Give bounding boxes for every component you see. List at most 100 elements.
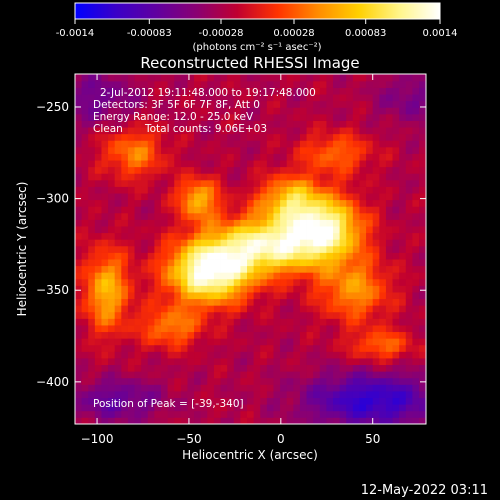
heatmap-cell	[240, 292, 248, 300]
heatmap-cell	[359, 133, 367, 141]
heatmap-cell	[299, 384, 307, 392]
heatmap-cell	[293, 364, 301, 372]
heatmap-cell	[399, 193, 407, 201]
heatmap-cell	[385, 397, 393, 405]
heatmap-cell	[253, 325, 261, 333]
heatmap-cell	[141, 265, 149, 273]
heatmap-cell	[299, 305, 307, 313]
heatmap-cell	[319, 245, 327, 253]
heatmap-cell	[359, 272, 367, 280]
heatmap-cell	[419, 410, 426, 418]
heatmap-cell	[366, 377, 374, 385]
heatmap-cell	[94, 226, 102, 234]
heatmap-cell	[240, 265, 248, 273]
heatmap-cell	[161, 133, 169, 141]
heatmap-cell	[333, 120, 341, 128]
heatmap-cell	[352, 318, 360, 326]
heatmap-cell	[399, 265, 407, 273]
heatmap-cell	[247, 404, 255, 412]
heatmap-cell	[313, 107, 321, 115]
heatmap-cell	[392, 278, 400, 286]
heatmap-cell	[359, 146, 367, 154]
heatmap-cell	[266, 87, 274, 95]
heatmap-cell	[313, 245, 321, 253]
heatmap-cell	[141, 120, 149, 128]
heatmap-cell	[213, 344, 221, 352]
heatmap-cell	[339, 166, 347, 174]
heatmap-cell	[167, 113, 175, 121]
heatmap-cell	[101, 140, 109, 148]
heatmap-cell	[207, 252, 215, 260]
heatmap-cell	[161, 94, 169, 102]
heatmap-cell	[352, 100, 360, 108]
heatmap-cell	[207, 113, 215, 121]
heatmap-cell	[266, 219, 274, 227]
heatmap-cell	[94, 74, 102, 82]
heatmap-cell	[167, 278, 175, 286]
heatmap-cell	[379, 410, 387, 418]
heatmap-cell	[121, 206, 129, 214]
heatmap-cell	[154, 417, 162, 424]
heatmap-cell	[247, 285, 255, 293]
heatmap-cell	[260, 384, 268, 392]
heatmap-cell	[233, 160, 241, 168]
heatmap-cell	[293, 193, 301, 201]
heatmap-cell	[372, 212, 380, 220]
heatmap-cell	[147, 219, 155, 227]
x-tick-label: 50	[365, 432, 380, 446]
heatmap-cell	[385, 358, 393, 366]
heatmap-cell	[306, 74, 314, 82]
heatmap-cell	[154, 120, 162, 128]
heatmap-cell	[392, 212, 400, 220]
heatmap-cell	[194, 292, 202, 300]
heatmap-cell	[352, 298, 360, 306]
heatmap-cell	[359, 278, 367, 286]
heatmap-cell	[81, 351, 89, 359]
heatmap-cell	[280, 74, 288, 82]
heatmap-cell	[412, 391, 420, 399]
heatmap-cell	[306, 351, 314, 359]
heatmap-cell	[220, 239, 228, 247]
heatmap-cell	[352, 417, 360, 424]
heatmap-cell	[247, 344, 255, 352]
heatmap-cell	[180, 358, 188, 366]
heatmap-cell	[187, 417, 195, 424]
heatmap-cell	[108, 331, 116, 339]
heatmap-cell	[134, 186, 142, 194]
heatmap-cell	[326, 146, 334, 154]
heatmap-cell	[94, 417, 102, 424]
heatmap-cell	[299, 397, 307, 405]
heatmap-cell	[247, 80, 255, 88]
heatmap-cell	[81, 358, 89, 366]
heatmap-cell	[134, 140, 142, 148]
heatmap-cell	[392, 344, 400, 352]
heatmap-cell	[240, 87, 248, 95]
heatmap-cell	[101, 166, 109, 174]
heatmap-cell	[108, 113, 116, 121]
heatmap-cell	[412, 325, 420, 333]
heatmap-cell	[346, 259, 354, 267]
heatmap-cell	[134, 193, 142, 201]
heatmap-cell	[425, 252, 426, 260]
heatmap-cell	[154, 107, 162, 115]
heatmap-cell	[346, 410, 354, 418]
heatmap-cell	[346, 245, 354, 253]
heatmap-cell	[306, 331, 314, 339]
heatmap-cell	[366, 384, 374, 392]
heatmap-cell	[306, 292, 314, 300]
heatmap-cell	[200, 199, 208, 207]
heatmap-cell	[273, 179, 281, 187]
heatmap-cell	[319, 272, 327, 280]
heatmap-cell	[187, 259, 195, 267]
heatmap-cell	[213, 80, 221, 88]
heatmap-cell	[319, 120, 327, 128]
heatmap-cell	[240, 146, 248, 154]
heatmap-cell	[405, 292, 413, 300]
heatmap-cell	[101, 259, 109, 267]
heatmap-cell	[286, 417, 294, 424]
heatmap-cell	[75, 384, 83, 392]
heatmap-cell	[306, 80, 314, 88]
heatmap-cell	[127, 371, 135, 379]
heatmap-cell	[352, 364, 360, 372]
heatmap-cell	[75, 133, 83, 141]
